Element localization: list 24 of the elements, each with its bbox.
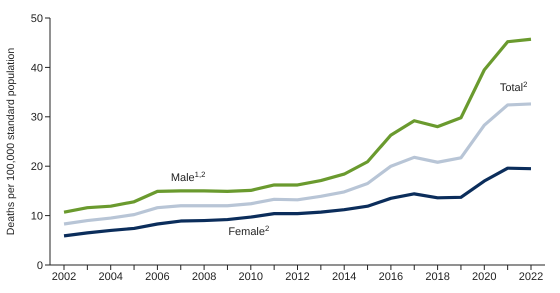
y-tick-label: 30 bbox=[30, 112, 43, 124]
x-tick-label: 2018 bbox=[425, 270, 450, 283]
line-series bbox=[62, 38, 533, 214]
y-axis-title: Deaths per 100,000 standard population bbox=[5, 48, 17, 236]
x-tick-label: 2016 bbox=[378, 270, 404, 283]
y-tick-label: 40 bbox=[30, 62, 43, 74]
y-tick-label: 10 bbox=[30, 210, 43, 223]
x-tick-label: 2022 bbox=[518, 270, 544, 283]
y-tick-label: 0 bbox=[36, 260, 43, 272]
x-tick-label: 2010 bbox=[238, 270, 264, 283]
x-tick-label: 2008 bbox=[192, 270, 216, 283]
line-series bbox=[62, 166, 533, 238]
series-label: Female$^{2}$ bbox=[228, 224, 270, 238]
y-tick-label: 20 bbox=[30, 161, 43, 174]
x-tick-label: 2004 bbox=[98, 270, 123, 283]
x-tick-label: 2014 bbox=[332, 270, 356, 283]
series-label: Total$^{2}$ bbox=[500, 79, 528, 94]
x-tick-label: 2012 bbox=[285, 270, 310, 283]
x-tick-label: 2020 bbox=[472, 270, 497, 283]
x-tick-label: 2002 bbox=[52, 270, 76, 283]
series-label: Male$^{1,2}$ bbox=[170, 169, 206, 184]
x-tick-label: 2006 bbox=[145, 270, 170, 283]
line-series bbox=[62, 102, 533, 226]
y-tick-label: 50 bbox=[30, 12, 43, 25]
